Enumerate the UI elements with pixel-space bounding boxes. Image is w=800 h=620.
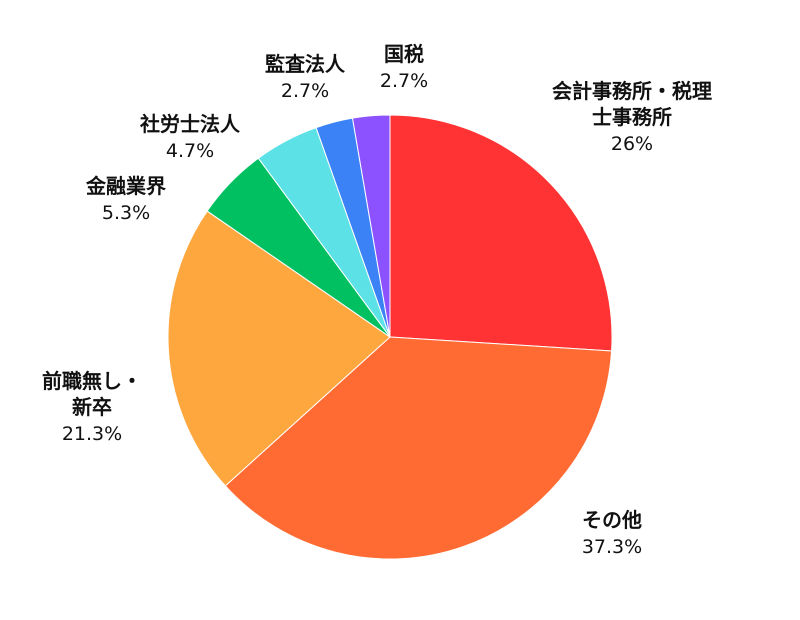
value-label: 2.7%: [379, 70, 429, 92]
slice-label: 監査法人 2.7%: [265, 51, 345, 105]
slice-label: その他 37.3%: [582, 507, 642, 561]
category-label: 社労士法人: [140, 112, 240, 136]
category-label: 前職無し・ 新卒: [42, 369, 142, 419]
pie-slice: [224, 336, 613, 560]
category-label: 金融業界: [86, 174, 166, 198]
slice-label: 社労士法人 4.7%: [140, 111, 240, 165]
value-label: 21.3%: [61, 423, 123, 445]
category-label: 会計事務所・税理士事務所: [552, 79, 712, 129]
slice-label: 国税 2.7%: [380, 41, 428, 95]
category-label: 国税: [384, 42, 424, 66]
category-label: 監査法人: [265, 52, 345, 76]
value-label: 5.3%: [101, 202, 151, 224]
value-label: 26%: [610, 133, 654, 155]
value-label: 37.3%: [581, 536, 643, 558]
value-label: 2.7%: [280, 80, 330, 102]
category-label: その他: [581, 508, 642, 532]
slice-label: 会計事務所・税理士事務所 26%: [548, 78, 716, 158]
slice-label: 前職無し・ 新卒 21.3%: [42, 368, 142, 448]
slice-label: 金融業界 5.3%: [86, 173, 166, 227]
value-label: 4.7%: [165, 140, 215, 162]
pie-slice: [167, 210, 391, 487]
pie-slice: [389, 114, 613, 352]
pie-slice: [351, 114, 391, 338]
